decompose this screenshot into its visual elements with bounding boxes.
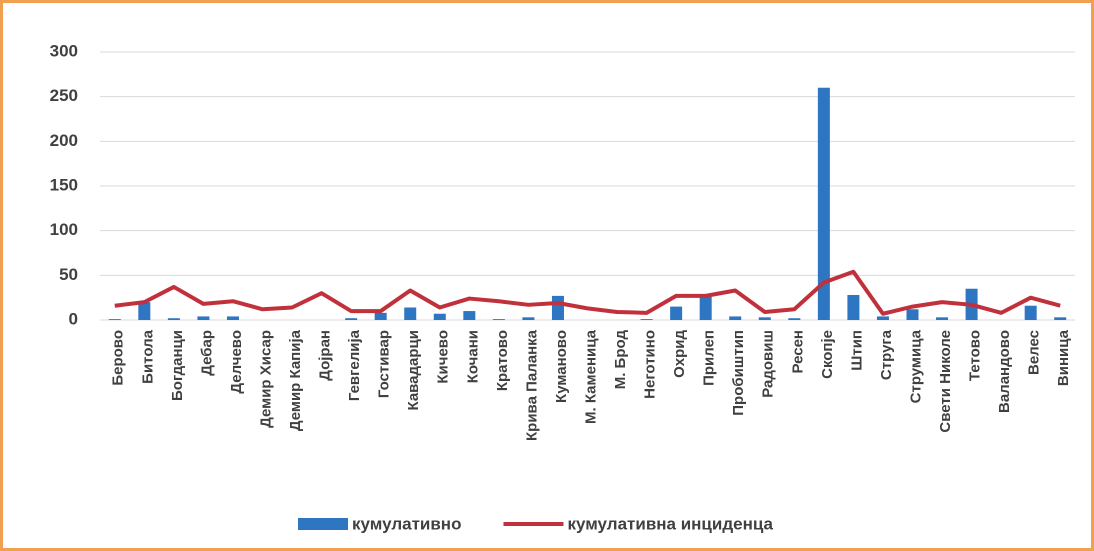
legend-label: кумулативна инциденца bbox=[567, 514, 773, 533]
bar bbox=[640, 319, 653, 320]
bar bbox=[197, 316, 210, 320]
x-tick-label: Демир Хисар bbox=[257, 330, 274, 428]
y-tick-label: 0 bbox=[69, 309, 78, 328]
x-tick-label: Штип bbox=[848, 330, 865, 371]
x-tick-label: Дебар bbox=[198, 330, 215, 376]
x-tick-label: Берово bbox=[110, 330, 127, 386]
x-tick-label: Свети Николе bbox=[937, 330, 954, 433]
bar bbox=[522, 317, 535, 320]
x-tick-label: М. Брод bbox=[612, 330, 629, 390]
bar bbox=[817, 87, 830, 320]
x-tick-label: Гостивар bbox=[376, 330, 393, 398]
bar bbox=[345, 318, 358, 320]
x-tick-label: Велес bbox=[1026, 330, 1043, 375]
y-tick-label: 300 bbox=[50, 41, 78, 60]
bar bbox=[433, 313, 446, 320]
x-tick-label: Ресен bbox=[789, 330, 806, 374]
bar bbox=[758, 317, 771, 320]
bar bbox=[374, 312, 387, 320]
x-tick-label: Битола bbox=[139, 329, 156, 383]
x-tick-label: Гевгелија bbox=[346, 329, 363, 401]
y-tick-label: 100 bbox=[50, 220, 78, 239]
bar bbox=[167, 318, 180, 320]
x-tick-label: Неготино bbox=[642, 330, 659, 399]
y-tick-label: 50 bbox=[59, 265, 78, 284]
bar bbox=[729, 316, 742, 320]
y-tick-label: 250 bbox=[50, 86, 78, 105]
bar bbox=[551, 295, 564, 320]
bar bbox=[876, 316, 889, 320]
legend-label: кумулативно bbox=[352, 514, 461, 533]
x-tick-label: Охрид bbox=[671, 330, 688, 378]
bar bbox=[1054, 317, 1067, 320]
x-tick-label: Струмица bbox=[907, 329, 924, 403]
y-tick-label: 150 bbox=[50, 175, 78, 194]
bar bbox=[936, 317, 949, 320]
bar bbox=[1024, 305, 1037, 320]
legend-swatch bbox=[298, 518, 348, 530]
x-tick-label: Демир Капија bbox=[287, 329, 304, 431]
x-tick-label: М. Каменица bbox=[582, 329, 599, 424]
x-tick-label: Пробиштип bbox=[730, 330, 747, 416]
x-tick-label: Кратово bbox=[494, 330, 511, 391]
bar bbox=[492, 319, 505, 320]
bar bbox=[670, 306, 683, 320]
bar bbox=[404, 307, 417, 320]
x-tick-label: Виница bbox=[1055, 329, 1072, 386]
bar bbox=[463, 311, 476, 320]
x-tick-label: Тетово bbox=[967, 330, 984, 381]
bar bbox=[788, 318, 801, 320]
x-tick-label: Куманово bbox=[553, 330, 570, 403]
bar bbox=[847, 294, 860, 320]
bar bbox=[138, 302, 151, 320]
x-tick-label: Радовиш bbox=[760, 330, 777, 398]
x-tick-label: Дојран bbox=[317, 330, 334, 381]
bar bbox=[906, 309, 919, 320]
bar bbox=[108, 319, 121, 320]
x-tick-label: Кочани bbox=[464, 330, 481, 383]
x-tick-label: Скопје bbox=[819, 330, 836, 379]
x-tick-label: Кавадарци bbox=[405, 330, 422, 411]
x-tick-label: Крива Паланка bbox=[523, 329, 540, 441]
bar bbox=[699, 295, 712, 320]
x-tick-label: Богданци bbox=[169, 330, 186, 401]
bar bbox=[226, 316, 239, 320]
line bbox=[114, 269, 1061, 316]
x-tick-label: Прилеп bbox=[701, 330, 718, 386]
x-tick-label: Кичево bbox=[435, 330, 452, 384]
x-tick-label: Делчево bbox=[228, 330, 245, 394]
x-tick-label: Струга bbox=[878, 329, 895, 380]
x-tick-label: Валандово bbox=[996, 330, 1013, 413]
y-tick-label: 200 bbox=[50, 131, 78, 150]
